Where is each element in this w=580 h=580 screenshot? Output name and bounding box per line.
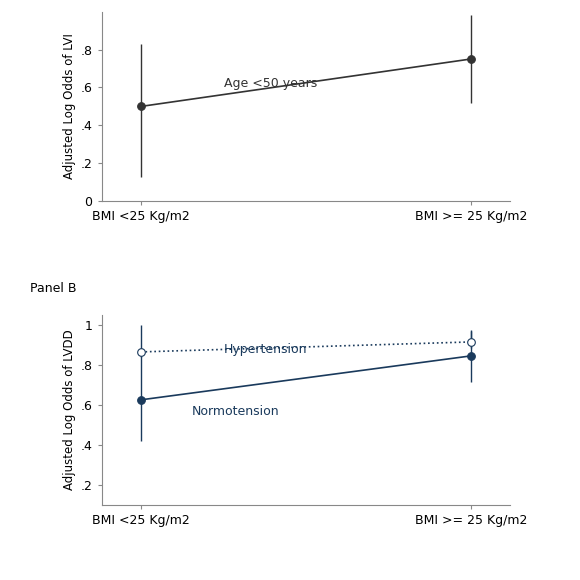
Text: Normotension: Normotension <box>191 405 279 419</box>
Y-axis label: Adjusted Log Odds of LVDD: Adjusted Log Odds of LVDD <box>63 329 77 490</box>
Text: Hypertension: Hypertension <box>224 343 307 356</box>
Text: Age <50 years: Age <50 years <box>224 78 317 90</box>
Y-axis label: Adjusted Log Odds of LVI: Adjusted Log Odds of LVI <box>63 34 77 179</box>
Text: Panel B: Panel B <box>30 282 77 295</box>
